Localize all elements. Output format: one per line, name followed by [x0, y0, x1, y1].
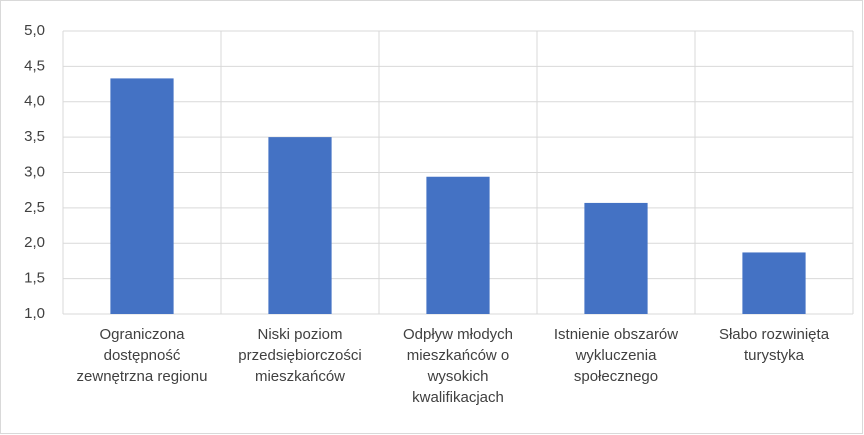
y-tick-label: 5,0 — [24, 22, 45, 39]
y-tick-label: 1,0 — [24, 305, 45, 322]
bar — [426, 176, 490, 314]
bar — [110, 78, 174, 314]
y-tick-label: 2,0 — [24, 234, 45, 251]
bar — [584, 202, 648, 314]
bar — [268, 137, 332, 314]
y-tick-label: 1,5 — [24, 270, 45, 287]
y-tick-label: 4,5 — [24, 57, 45, 74]
y-tick-label: 4,0 — [24, 93, 45, 110]
x-tick-label: Odpływ młodych mieszkańców o wysokich kw… — [402, 326, 514, 406]
x-tick-label: Słabo rozwinięta turystyka — [718, 326, 830, 364]
y-tick-label: 3,5 — [24, 128, 45, 145]
x-tick-label: Ograniczona dostępność zewnętrzna region… — [76, 326, 208, 385]
x-tick-label: Istnienie obszarów wykluczenia społeczne… — [553, 326, 679, 385]
y-tick-label: 3,0 — [24, 163, 45, 180]
bar — [742, 252, 806, 314]
x-tick-label: Niski poziom przedsiębiorczości mieszkań… — [238, 326, 362, 385]
y-tick-label: 2,5 — [24, 199, 45, 216]
